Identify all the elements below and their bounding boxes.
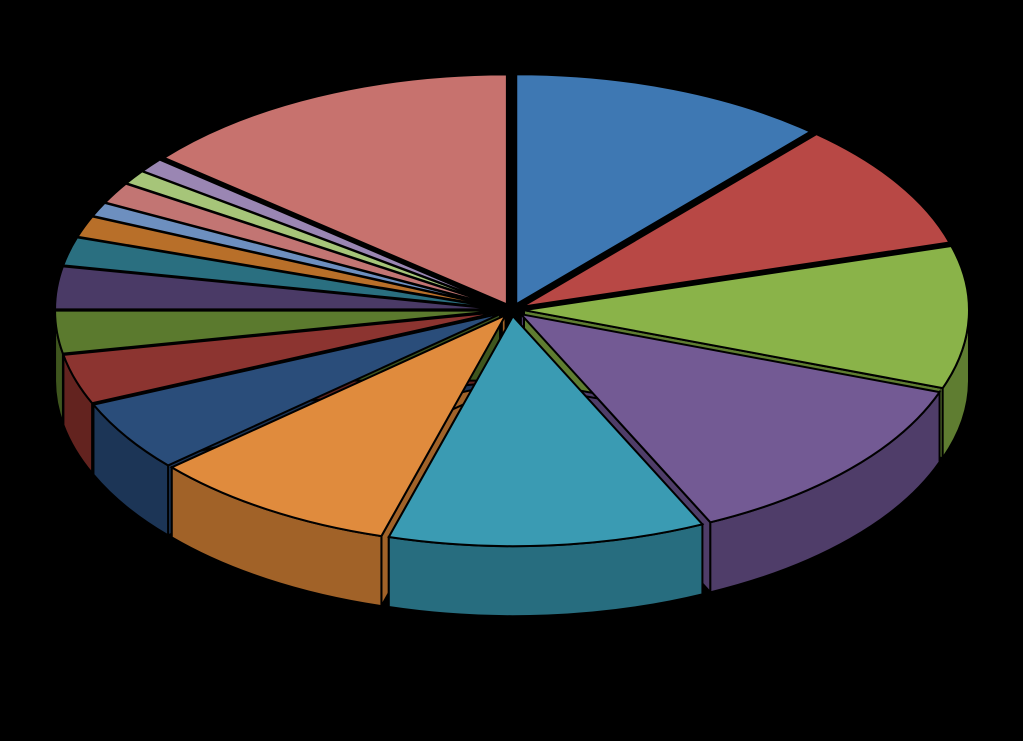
- pie-chart-3d: [0, 0, 1023, 741]
